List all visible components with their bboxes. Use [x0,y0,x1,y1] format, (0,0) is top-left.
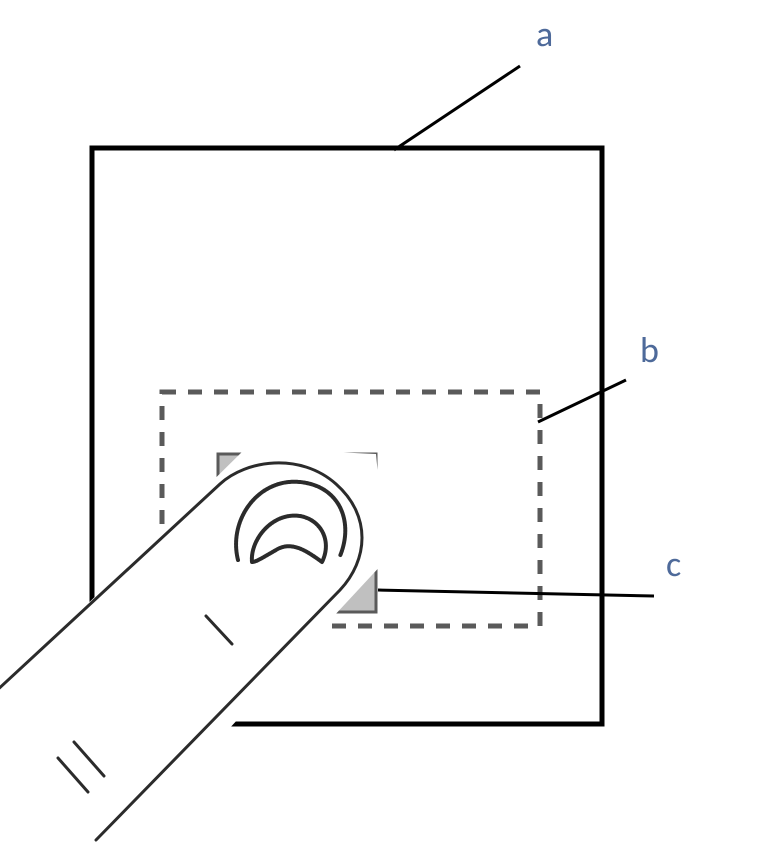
label-b: b [640,328,659,372]
label-a: a [536,12,553,56]
diagram-svg: a b c [0,0,763,846]
label-c: c [666,542,681,586]
